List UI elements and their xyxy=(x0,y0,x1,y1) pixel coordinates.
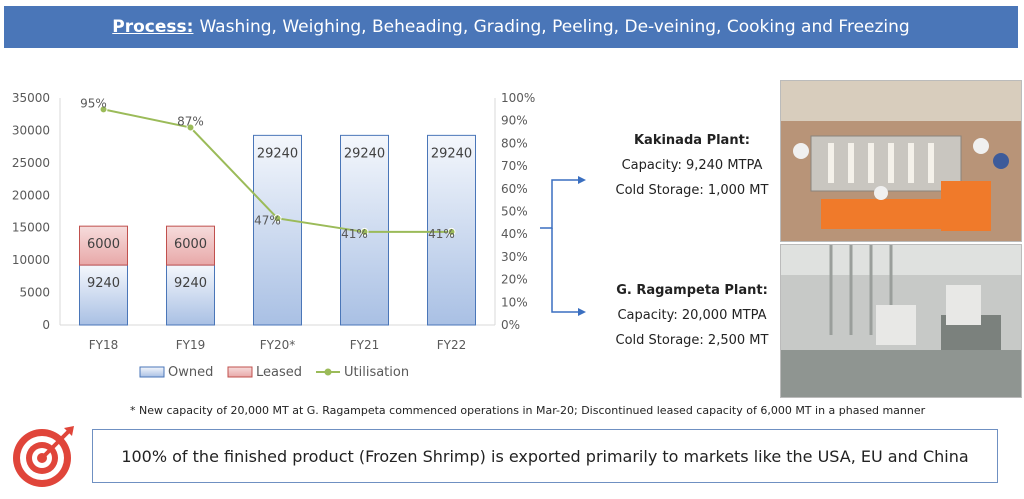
utilisation-point xyxy=(186,123,195,132)
right-tick-label: 30% xyxy=(501,250,528,264)
legend-owned-label: Owned xyxy=(168,365,213,380)
plant-cold-storage: Cold Storage: 1,000 MT xyxy=(615,183,769,198)
left-tick-label: 30000 xyxy=(12,123,50,137)
bar-owned-label: 29240 xyxy=(344,146,385,161)
right-tick-label: 40% xyxy=(501,227,528,241)
utilisation-point xyxy=(99,105,108,114)
category-label: FY22 xyxy=(437,338,467,352)
process-label: Process: xyxy=(112,17,194,37)
right-tick-label: 60% xyxy=(501,182,528,196)
legend-leased-swatch xyxy=(227,366,253,378)
left-tick-label: 35000 xyxy=(12,91,50,105)
left-tick-label: 0 xyxy=(42,318,50,332)
legend-utilisation-label: Utilisation xyxy=(344,365,409,380)
legend-owned-swatch xyxy=(139,366,165,378)
bar-leased-label: 6000 xyxy=(87,237,120,252)
bar-leased-label: 6000 xyxy=(174,237,207,252)
plant-name: G. Ragampeta Plant: xyxy=(616,283,768,298)
legend-leased-label: Leased xyxy=(256,365,302,380)
plant-arrows xyxy=(540,176,586,316)
left-tick-label: 15000 xyxy=(12,221,50,235)
capacity-chart: 0 5000 10000 15000 20000 25000 30000 35000 0% 10%… xyxy=(12,91,536,380)
export-statement: 100% of the finished product (Frozen Shr… xyxy=(92,429,998,483)
right-tick-label: 100% xyxy=(501,91,535,105)
utilisation-label: 95% xyxy=(80,96,107,110)
plant-name: Kakinada Plant: xyxy=(633,133,750,148)
right-tick-label: 80% xyxy=(501,136,528,150)
category-label: FY18 xyxy=(89,338,119,352)
left-tick-label: 5000 xyxy=(19,286,50,300)
bar-owned-label: 29240 xyxy=(257,146,298,161)
category-label: FY19 xyxy=(176,338,206,352)
right-tick-label: 20% xyxy=(501,273,528,287)
bar-leased xyxy=(79,225,128,266)
left-tick-label: 20000 xyxy=(12,188,50,202)
plant-cold-storage: Cold Storage: 2,500 MT xyxy=(615,333,769,348)
utilisation-label: 87% xyxy=(177,115,204,129)
ragampeta-plant-info: G. Ragampeta Plant: Capacity: 20,000 MTP… xyxy=(582,278,802,353)
kakinada-plant-info: Kakinada Plant: Capacity: 9,240 MTPA Col… xyxy=(582,128,802,203)
kakinada-plant-photo xyxy=(780,80,1022,242)
right-tick-label: 70% xyxy=(501,159,528,173)
ragampeta-plant-photo xyxy=(780,244,1022,398)
left-tick-label: 10000 xyxy=(12,253,50,267)
right-tick-label: 0% xyxy=(501,318,520,332)
utilisation-label: 47% xyxy=(254,213,281,227)
utilisation-point xyxy=(447,227,456,236)
legend-utilisation-marker xyxy=(324,368,332,376)
category-label: FY21 xyxy=(350,338,380,352)
plant-capacity: Capacity: 9,240 MTPA xyxy=(621,158,763,173)
right-tick-label: 90% xyxy=(501,114,528,128)
bar-leased xyxy=(166,225,215,266)
process-banner: Process: Washing, Weighing, Beheading, G… xyxy=(4,6,1018,48)
bar-owned xyxy=(253,134,302,326)
right-tick-label: 50% xyxy=(501,205,528,219)
right-tick-label: 10% xyxy=(501,295,528,309)
bar-owned-label: 9240 xyxy=(174,276,207,291)
plant-capacity: Capacity: 20,000 MTPA xyxy=(617,308,767,323)
bar-owned xyxy=(79,264,128,326)
process-steps: Washing, Weighing, Beheading, Grading, P… xyxy=(199,17,910,37)
target-icon xyxy=(13,426,74,487)
utilisation-point xyxy=(360,227,369,236)
utilisation-label: 41% xyxy=(341,227,368,241)
bar-owned-label: 29240 xyxy=(431,146,472,161)
bar-owned-label: 9240 xyxy=(87,276,120,291)
left-tick-label: 25000 xyxy=(12,156,50,170)
footnote: * New capacity of 20,000 MT at G. Ragamp… xyxy=(130,404,926,417)
bar-owned xyxy=(166,264,215,326)
utilisation-label: 41% xyxy=(428,227,455,241)
utilisation-point xyxy=(273,214,282,223)
category-label: FY20* xyxy=(260,338,296,352)
